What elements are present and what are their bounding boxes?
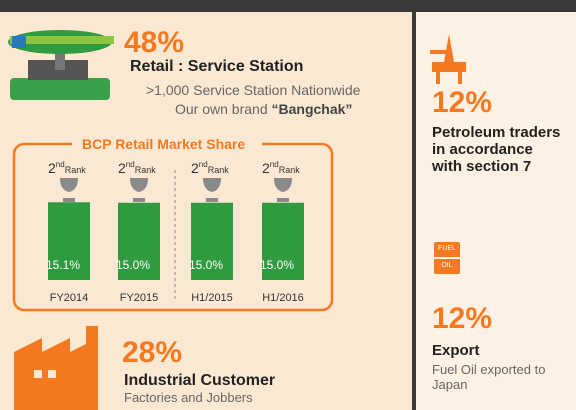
bar [262, 202, 304, 280]
export-title: Export [432, 342, 480, 359]
trophy-icon [130, 178, 148, 202]
rank-word: Rank [64, 165, 86, 175]
share-title-bg [72, 134, 262, 156]
rank-word: Rank [207, 165, 229, 175]
rank-number: 2 [191, 160, 199, 176]
rank-suffix: nd [55, 160, 65, 169]
x-label: FY2014 [49, 292, 89, 304]
rank-label: 2ndRank [191, 160, 229, 178]
retail-percent: 48% [124, 26, 185, 59]
right-panel [416, 12, 576, 410]
rank-number: 2 [48, 160, 56, 176]
retail-line1: >1,000 Service Station Nationwide [146, 82, 361, 98]
rank-suffix: nd [269, 160, 279, 169]
station-icon [8, 30, 114, 100]
industrial-percent: 28% [122, 336, 183, 369]
traders-title: Petroleum traders in accordance with sec… [432, 124, 561, 175]
bar [118, 202, 160, 280]
bar [48, 202, 90, 280]
oil-label: OIL [441, 262, 453, 269]
fuel-barrel-icon [434, 242, 460, 274]
trophy-icon [274, 178, 292, 202]
rig-icon [430, 34, 466, 84]
bar-value-label: 15.0% [116, 258, 151, 272]
bar-value-label: 15.0% [189, 258, 224, 272]
trophy-icon [203, 178, 221, 202]
rank-word: Rank [278, 165, 300, 175]
x-label: FY2015 [119, 292, 159, 304]
retail-title: Retail : Service Station [130, 58, 304, 75]
bar-value-label: 15.1% [46, 258, 81, 272]
rank-label: 2ndRank [262, 160, 300, 178]
rank-suffix: nd [125, 160, 135, 169]
export-subtitle: Fuel Oil exported to Japan [432, 362, 546, 392]
factory-icon [14, 326, 98, 410]
rank-number: 2 [262, 160, 270, 176]
share-title: BCP Retail Market Share [82, 136, 246, 152]
x-label: H1/2016 [262, 292, 304, 304]
retail-line2-prefix: Our own brand [175, 101, 272, 117]
industrial-subtitle: Factories and Jobbers [124, 390, 253, 405]
industrial-title: Industrial Customer [124, 372, 276, 389]
rank-label: 2ndRank [48, 160, 86, 178]
rank-label: 2ndRank [118, 160, 156, 178]
rank-word: Rank [134, 165, 156, 175]
retail-line2: Our own brand “Bangchak” [175, 101, 352, 117]
bar-value-label: 15.0% [260, 258, 295, 272]
traders-percent: 12% [432, 86, 493, 119]
rank-suffix: nd [198, 160, 208, 169]
rank-number: 2 [118, 160, 126, 176]
retail-brand: “Bangchak” [271, 101, 353, 117]
export-percent: 12% [432, 302, 493, 335]
fuel-label: FUEL [438, 245, 456, 252]
bar [191, 202, 233, 280]
trophy-icon [60, 178, 78, 202]
x-label: H1/2015 [191, 292, 233, 304]
